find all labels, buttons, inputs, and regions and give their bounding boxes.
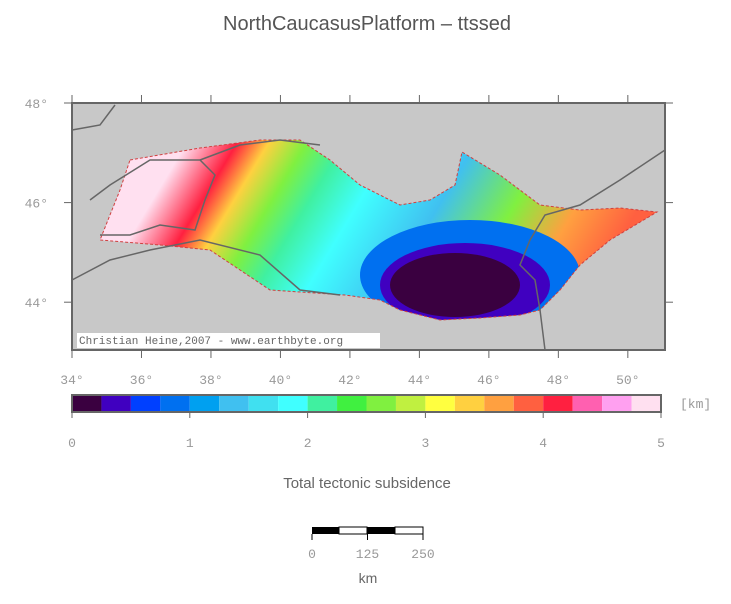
scalebar-segment <box>312 527 339 534</box>
colorbar-unit: [km] <box>680 397 711 412</box>
colorbar-bin <box>454 395 485 412</box>
lon-tick-label: 34° <box>60 373 83 388</box>
lon-tick-label: 36° <box>130 373 153 388</box>
scalebar-tick-label: 125 <box>356 547 379 562</box>
colorbar-bin <box>572 395 603 412</box>
basin-outline <box>99 139 659 321</box>
credit: Christian Heine,2007 - www.earthbyte.org <box>79 336 343 348</box>
colorbar-bin <box>72 395 102 412</box>
colorbar-tick-label: 4 <box>539 436 547 451</box>
colorbar-bin <box>366 395 396 412</box>
colorbar-bin <box>484 395 514 412</box>
colorbar-bin <box>513 395 544 412</box>
colorbar-bin <box>189 395 220 412</box>
colorbar-bin <box>425 395 455 412</box>
colorbar-bin <box>101 395 131 412</box>
scalebar-segment <box>367 527 395 534</box>
colorbar-bin <box>219 395 249 412</box>
coastlines <box>71 104 666 351</box>
lon-tick-label: 50° <box>616 373 639 388</box>
lon-tick-label: 44° <box>408 373 431 388</box>
scalebar-segment <box>394 526 424 535</box>
lon-tick-label: 48° <box>547 373 570 388</box>
colorbar-tick-label: 0 <box>68 436 76 451</box>
colorbar-bin <box>160 395 190 412</box>
colorbar-bin <box>130 395 161 412</box>
colorbar-bin <box>337 395 367 412</box>
lat-tick-label: 44° <box>25 296 48 311</box>
lat-tick-label: 46° <box>25 197 48 212</box>
colorbar-frame <box>71 394 662 413</box>
lon-tick-label: 40° <box>269 373 292 388</box>
colorbar-bin <box>543 395 573 412</box>
lon-tick-label: 42° <box>338 373 361 388</box>
colorbar-tick-label: 1 <box>186 436 194 451</box>
colorbar-tick-label: 5 <box>657 436 665 451</box>
title: NorthCaucasusPlatform – ttssed <box>223 13 511 35</box>
scalebar-tick-label: 0 <box>308 547 316 562</box>
colorbar-bin <box>631 395 661 412</box>
lat-tick-label: 48° <box>25 97 48 112</box>
credit-box <box>77 333 380 348</box>
scalebar-tick-label: 250 <box>411 547 434 562</box>
colorbar-tick-label: 2 <box>304 436 312 451</box>
colorbar-label: Total tectonic subsidence <box>283 475 451 492</box>
lon-tick-label: 38° <box>199 373 222 388</box>
scalebar-unit: km <box>359 570 378 586</box>
colorbar-tick-label: 3 <box>421 436 429 451</box>
colorbar-bin <box>395 395 426 412</box>
colorbar-bin <box>248 395 279 412</box>
lon-tick-label: 46° <box>477 373 500 388</box>
colorbar-bin <box>307 395 338 412</box>
scalebar-segment <box>338 526 368 535</box>
colorbar-bin <box>602 395 632 412</box>
map-frame <box>71 102 666 351</box>
colorbar-bin <box>278 395 308 412</box>
